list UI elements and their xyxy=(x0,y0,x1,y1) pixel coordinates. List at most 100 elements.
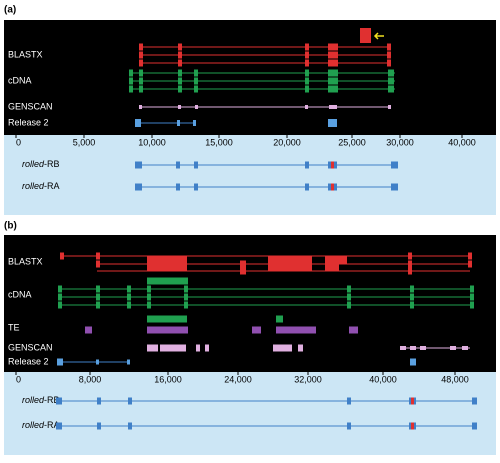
feature xyxy=(410,358,416,366)
feature xyxy=(468,252,472,260)
feature xyxy=(139,43,143,51)
tick-label: 24,000 xyxy=(224,374,252,384)
feature xyxy=(129,85,133,93)
feature xyxy=(56,397,62,405)
tick-label: 40,000 xyxy=(369,374,397,384)
feature xyxy=(127,285,131,293)
feature xyxy=(410,293,414,301)
feature xyxy=(268,264,312,272)
feature xyxy=(139,85,143,93)
feature xyxy=(240,260,246,268)
isoform: -RB xyxy=(44,159,60,169)
feature xyxy=(196,344,200,352)
tick-label: 30,000 xyxy=(386,137,414,147)
feature xyxy=(194,69,198,77)
feature xyxy=(135,161,142,169)
panel-a-background xyxy=(4,20,496,135)
feature xyxy=(305,77,309,85)
feature xyxy=(147,256,187,264)
panel-a-map xyxy=(4,135,496,215)
feature xyxy=(96,301,100,309)
feature xyxy=(58,285,62,293)
feature xyxy=(96,260,100,268)
feature xyxy=(349,326,358,334)
feature xyxy=(411,397,414,405)
feature xyxy=(96,359,99,365)
feature xyxy=(147,277,188,285)
feature xyxy=(147,315,187,323)
tick-label: 40,000 xyxy=(448,137,476,147)
feature xyxy=(388,77,394,85)
tick-label: 48,000 xyxy=(441,374,469,384)
track-label: cDNA xyxy=(8,75,32,85)
feature xyxy=(450,346,456,350)
feature xyxy=(96,252,100,260)
feature xyxy=(194,77,198,85)
feature xyxy=(194,161,198,169)
feature xyxy=(329,105,337,109)
isoform: -RB xyxy=(44,395,60,405)
feature xyxy=(57,358,63,366)
feature xyxy=(388,105,391,109)
arrow xyxy=(373,32,384,40)
feature xyxy=(387,43,391,51)
feature xyxy=(135,183,142,191)
feature xyxy=(147,264,187,272)
feature xyxy=(347,301,351,309)
feature xyxy=(387,59,391,67)
feature xyxy=(387,51,391,59)
feature xyxy=(268,256,312,264)
feature xyxy=(194,85,198,93)
feature xyxy=(184,293,188,301)
feature xyxy=(472,422,477,430)
feature xyxy=(178,59,182,67)
feature xyxy=(325,264,339,272)
feature xyxy=(305,69,309,77)
track-label: TE xyxy=(8,322,20,332)
panel-label: (a) xyxy=(4,5,16,16)
feature xyxy=(388,85,394,93)
feature xyxy=(298,344,303,352)
feature xyxy=(391,161,398,169)
feature xyxy=(139,77,143,85)
feature xyxy=(470,293,474,301)
track-label: BLASTX xyxy=(8,49,43,59)
feature xyxy=(328,51,338,59)
track-label: Release 2 xyxy=(8,117,49,127)
feature xyxy=(147,285,151,293)
highlight-box xyxy=(360,28,371,43)
track-label: GENSCAN xyxy=(8,342,53,352)
feature xyxy=(135,119,141,127)
feature xyxy=(139,59,143,67)
feature xyxy=(391,183,398,191)
feature xyxy=(194,183,198,191)
feature xyxy=(60,252,64,260)
feature xyxy=(178,51,182,59)
feature xyxy=(328,59,338,67)
feature xyxy=(305,85,309,93)
feature xyxy=(472,397,477,405)
feature xyxy=(58,301,62,309)
feature xyxy=(147,344,158,352)
feature xyxy=(129,77,133,85)
feature xyxy=(184,301,188,309)
feature xyxy=(58,293,62,301)
gene-name: rolled xyxy=(22,181,45,191)
feature xyxy=(147,301,151,309)
feature xyxy=(96,293,100,301)
feature xyxy=(328,43,338,51)
gene-name: rolled xyxy=(22,159,45,169)
transcript-label: rolled-RB xyxy=(22,159,60,169)
feature xyxy=(129,69,133,77)
panel-label: (b) xyxy=(4,221,17,232)
feature xyxy=(128,397,132,405)
feature xyxy=(408,267,412,275)
feature xyxy=(176,161,180,169)
feature xyxy=(178,69,182,77)
tick-label: 16,000 xyxy=(154,374,182,384)
feature xyxy=(147,293,151,301)
feature xyxy=(388,69,394,77)
tick-label: 25,000 xyxy=(338,137,366,147)
gene-name: rolled xyxy=(22,420,45,430)
